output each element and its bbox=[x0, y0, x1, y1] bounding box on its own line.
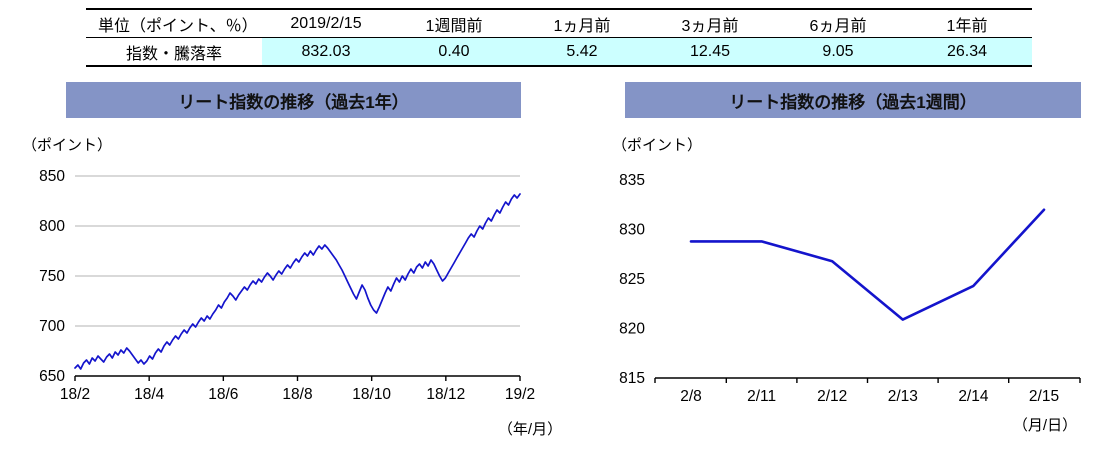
svg-text:18/2: 18/2 bbox=[60, 386, 90, 403]
header-cell-date: 2019/2/15 bbox=[290, 14, 362, 32]
value-cell-current: 832.03 bbox=[262, 37, 390, 66]
svg-text:700: 700 bbox=[39, 318, 65, 335]
header-cell-1month: 1ヵ月前 bbox=[553, 17, 611, 35]
svg-text:2/12: 2/12 bbox=[817, 388, 847, 405]
line-chart-weekly: 815 820 825 830 835 2/8 2/11 2/12 2/13 2/14 2/15 bbox=[619, 172, 1081, 405]
svg-text:815: 815 bbox=[619, 370, 645, 387]
line-chart-yearly: 650 700 750 800 850 18/2 18/4 18/6 18/8 18/10 18/1… bbox=[39, 168, 535, 403]
svg-text:800: 800 bbox=[39, 218, 65, 235]
row-label: 指数・騰落率 bbox=[125, 45, 222, 63]
svg-text:750: 750 bbox=[39, 268, 65, 285]
value-cell-1year: 26.34 bbox=[902, 37, 1032, 66]
value-cell-3month: 12.45 bbox=[646, 37, 774, 66]
header-cell-6month: 6ヵ月前 bbox=[809, 17, 867, 35]
x-axis-unit-label-yearly: （年/月） bbox=[497, 421, 563, 438]
svg-text:19/2: 19/2 bbox=[505, 386, 535, 403]
y-axis-unit-label-weekly: （ポイント） bbox=[612, 137, 703, 154]
svg-text:835: 835 bbox=[619, 172, 645, 189]
svg-text:18/12: 18/12 bbox=[426, 386, 465, 403]
svg-text:2/11: 2/11 bbox=[747, 388, 776, 405]
svg-text:850: 850 bbox=[39, 168, 65, 185]
header-cell-3month: 3ヵ月前 bbox=[681, 17, 739, 35]
svg-text:18/4: 18/4 bbox=[134, 386, 165, 403]
svg-text:2/13: 2/13 bbox=[888, 388, 918, 405]
table-data-row: 指数・騰落率 832.03 0.40 5.42 12.45 9.05 26.34 bbox=[86, 37, 1032, 66]
svg-text:18/8: 18/8 bbox=[282, 386, 312, 403]
svg-text:2/15: 2/15 bbox=[1029, 388, 1059, 405]
svg-text:2/14: 2/14 bbox=[958, 388, 989, 405]
chart-title-weekly: リート指数の推移（過去1週間） bbox=[625, 82, 1081, 118]
header-cell-1week: 1週間前 bbox=[425, 17, 483, 35]
value-cell-1week: 0.40 bbox=[390, 37, 518, 66]
svg-text:18/10: 18/10 bbox=[352, 386, 391, 403]
y-axis-unit-label-yearly: （ポイント） bbox=[22, 137, 113, 154]
svg-text:650: 650 bbox=[39, 368, 65, 385]
svg-text:830: 830 bbox=[619, 222, 645, 239]
chart-title-yearly-label: リート指数の推移（過去1年） bbox=[178, 92, 409, 112]
value-cell-1month: 5.42 bbox=[518, 37, 646, 66]
svg-text:2/8: 2/8 bbox=[680, 388, 702, 405]
summary-table: 単位（ポイント、％） 2019/2/15 1週間前 1ヵ月前 3ヵ月前 6ヵ月前… bbox=[86, 8, 1032, 67]
table-header-row: 単位（ポイント、％） 2019/2/15 1週間前 1ヵ月前 3ヵ月前 6ヵ月前… bbox=[86, 9, 1032, 38]
svg-text:18/6: 18/6 bbox=[208, 386, 238, 403]
svg-text:820: 820 bbox=[619, 321, 645, 338]
x-axis-unit-label-weekly: （月/日） bbox=[1012, 417, 1078, 434]
header-cell-1year: 1年前 bbox=[946, 17, 988, 35]
chart-title-yearly: リート指数の推移（過去1年） bbox=[66, 82, 521, 118]
chart-title-weekly-label: リート指数の推移（過去1週間） bbox=[729, 92, 977, 112]
header-cell-unit: 単位（ポイント、％） bbox=[98, 17, 258, 35]
svg-text:825: 825 bbox=[619, 271, 645, 288]
value-cell-6month: 9.05 bbox=[774, 37, 902, 66]
